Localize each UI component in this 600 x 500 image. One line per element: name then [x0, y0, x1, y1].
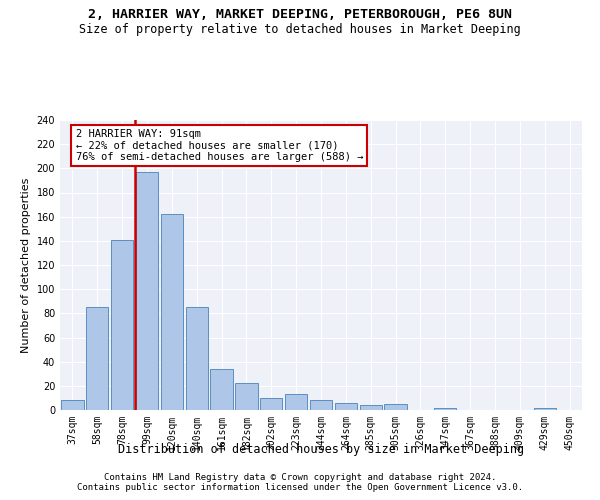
Bar — [385, 404, 407, 410]
Bar — [359, 405, 382, 410]
Text: Distribution of detached houses by size in Market Deeping: Distribution of detached houses by size … — [118, 442, 524, 456]
Bar — [335, 403, 357, 410]
Bar — [235, 384, 257, 410]
Text: 2, HARRIER WAY, MARKET DEEPING, PETERBOROUGH, PE6 8UN: 2, HARRIER WAY, MARKET DEEPING, PETERBOR… — [88, 8, 512, 20]
Text: 2 HARRIER WAY: 91sqm
← 22% of detached houses are smaller (170)
76% of semi-deta: 2 HARRIER WAY: 91sqm ← 22% of detached h… — [76, 128, 363, 162]
Bar — [136, 172, 158, 410]
Bar — [61, 400, 83, 410]
Bar — [285, 394, 307, 410]
Text: Contains public sector information licensed under the Open Government Licence v3: Contains public sector information licen… — [77, 484, 523, 492]
Text: Size of property relative to detached houses in Market Deeping: Size of property relative to detached ho… — [79, 22, 521, 36]
Bar — [260, 398, 283, 410]
Bar — [111, 240, 133, 410]
Bar — [310, 400, 332, 410]
Bar — [185, 308, 208, 410]
Y-axis label: Number of detached properties: Number of detached properties — [21, 178, 31, 352]
Bar — [533, 408, 556, 410]
Bar — [434, 408, 457, 410]
Text: Contains HM Land Registry data © Crown copyright and database right 2024.: Contains HM Land Registry data © Crown c… — [104, 472, 496, 482]
Bar — [86, 308, 109, 410]
Bar — [211, 369, 233, 410]
Bar — [161, 214, 183, 410]
